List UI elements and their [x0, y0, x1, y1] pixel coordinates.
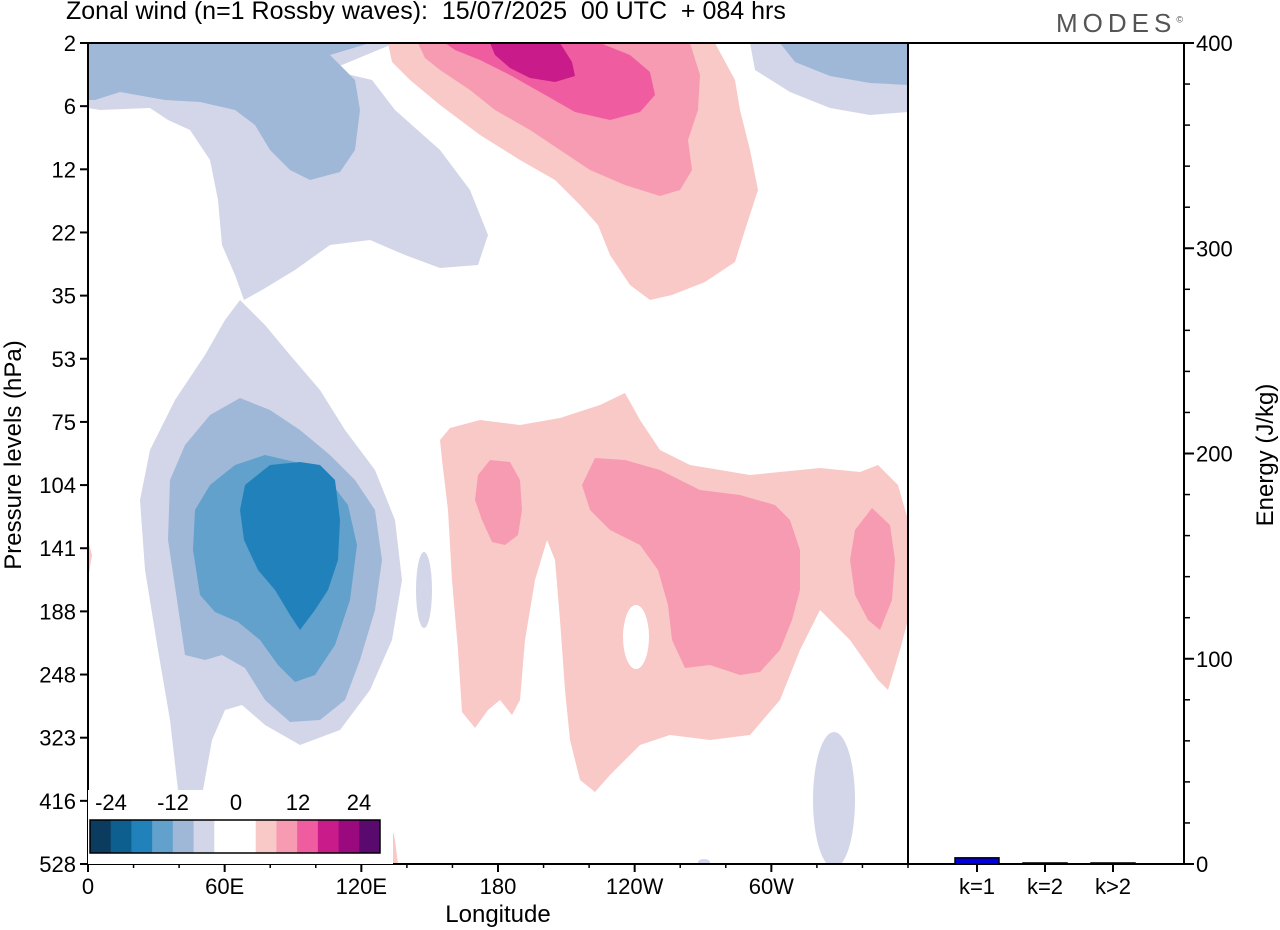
pressure-axis: 2 6 12 22 35 53 75 104 141 188 248 323 416 528 [39, 31, 88, 877]
energy-tick-label: 0 [1196, 852, 1208, 877]
colorbar-swatch [172, 820, 195, 853]
energy-tick-label: 300 [1196, 236, 1233, 261]
colorbar-swatch [131, 820, 153, 853]
colorbar-swatch [152, 820, 174, 853]
y-tick-label: 141 [39, 536, 76, 561]
bar-category-label: k>2 [1095, 874, 1131, 899]
contour-pos-3 [445, 43, 655, 120]
contour-neg-2-right [780, 43, 908, 85]
contour-neg-1-dot [416, 552, 432, 628]
y-tick-label: 416 [39, 789, 76, 814]
colorbar-legend: -24 -12 0 12 24 [88, 790, 393, 864]
colorbar-swatch [317, 820, 340, 853]
colorbar-swatch [359, 820, 381, 853]
colorbar-label: 24 [347, 790, 371, 815]
x-tick-label: 180 [480, 874, 517, 899]
x-axis-title: Longitude [445, 901, 550, 928]
colorbar-swatch [110, 820, 132, 853]
x-tick-label: 0 [82, 874, 94, 899]
modes-logo: MODES© [1056, 8, 1183, 39]
contour-neg-1-bottom [813, 732, 855, 864]
energy-bar [1090, 862, 1136, 865]
colorbar-label: -24 [95, 790, 127, 815]
colorbar-label: 0 [230, 790, 242, 815]
energy-bars: k=1 k=2 k>2 [954, 857, 1136, 899]
colorbar-swatch [214, 820, 236, 853]
energy-axis-title: Energy (J/kg) [1252, 384, 1279, 527]
y-axis-title: Pressure levels (hPa) [0, 340, 27, 569]
contour-neg-4 [240, 462, 340, 630]
bar-category-label: k=1 [959, 874, 995, 899]
colorbar-swatch [276, 820, 298, 853]
logo-text: MODES [1056, 8, 1177, 38]
colorbar-swatch [338, 820, 360, 853]
energy-tick-label: 100 [1196, 647, 1233, 672]
contour-pos-2-b [582, 458, 800, 675]
x-tick-label: 120E [336, 874, 387, 899]
y-tick-label: 104 [39, 473, 76, 498]
colorbar-swatch [193, 820, 215, 853]
y-tick-label: 6 [64, 94, 76, 119]
contour-neg-1-upper [88, 43, 488, 300]
energy-bar [1022, 862, 1068, 865]
colorbar-swatch [255, 820, 277, 853]
energy-tick-label: 200 [1196, 442, 1233, 467]
y-tick-label: 35 [52, 284, 76, 309]
contour-field [88, 43, 908, 864]
colorbar-outline [89, 819, 381, 854]
logo-copyright-mark: © [1176, 14, 1183, 25]
energy-axis: 0 100 200 300 400 [1184, 31, 1233, 877]
bar-category-label: k=2 [1027, 874, 1063, 899]
colorbar-swatch [297, 820, 319, 853]
longitude-axis: 0 60E 120E 180 120W 60W [82, 864, 909, 899]
chart-title: Zonal wind (n=1 Rossby waves): 15/07/202… [66, 0, 786, 25]
y-tick-label: 12 [52, 157, 76, 182]
contour-pos-2-c [850, 508, 895, 630]
colorbar-swatch [235, 820, 257, 853]
x-tick-label: 60W [749, 874, 794, 899]
contour-zero-hole [623, 605, 649, 669]
energy-bar [954, 857, 1000, 865]
y-tick-label: 248 [39, 663, 76, 688]
energy-tick-label: 400 [1196, 31, 1233, 56]
contour-neg-2-upper [88, 43, 370, 180]
y-tick-label: 2 [64, 31, 76, 56]
y-tick-label: 188 [39, 599, 76, 624]
y-tick-label: 53 [52, 347, 76, 372]
y-tick-label: 22 [52, 220, 76, 245]
colorbar-label: -12 [157, 790, 189, 815]
y-tick-label: 75 [52, 410, 76, 435]
contour-pos-4 [490, 43, 575, 82]
colorbar-swatch [90, 820, 112, 853]
contour-neg-1-bottom-dot [698, 859, 710, 864]
y-tick-label: 323 [39, 726, 76, 751]
y-tick-label: 528 [39, 852, 76, 877]
x-tick-label: 120W [606, 874, 664, 899]
colorbar-label: 12 [286, 790, 310, 815]
contour-pos-2-a [475, 460, 522, 545]
x-tick-label: 60E [205, 874, 244, 899]
